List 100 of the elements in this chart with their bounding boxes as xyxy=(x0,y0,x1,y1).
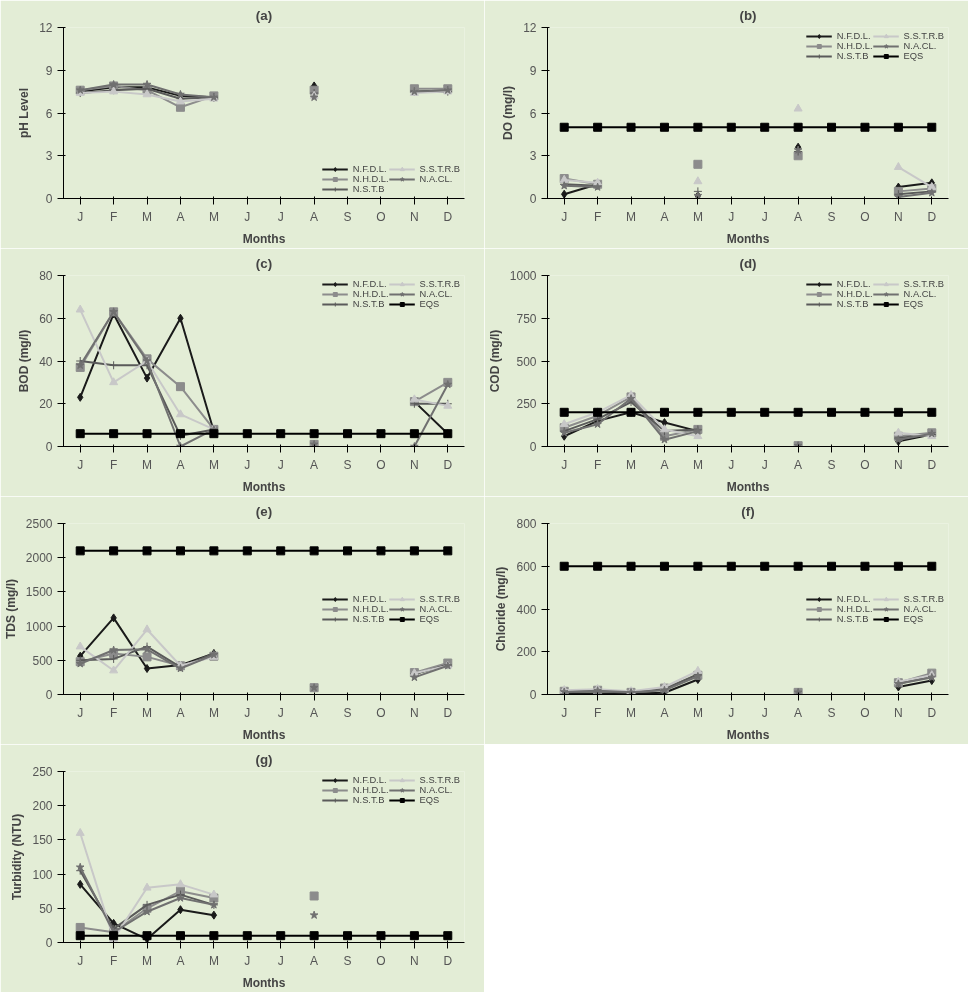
x-tick-label: J xyxy=(244,953,251,968)
x-tick-label: O xyxy=(860,705,870,720)
y-tick-label: 250 xyxy=(516,397,537,412)
x-tick-label: O xyxy=(860,457,870,472)
x-tick-label: N xyxy=(410,209,419,224)
legend-label: EQS xyxy=(903,51,924,61)
x-tick-label: O xyxy=(860,209,870,224)
legend-label: S.S.T.R.B xyxy=(903,279,944,289)
y-axis-title: TDS (mg/l) xyxy=(3,579,18,639)
legend-label: N.H.D.L. xyxy=(352,174,389,184)
x-tick-label: M xyxy=(626,705,637,720)
legend-label: N.H.D.L. xyxy=(352,289,389,299)
x-tick-label: M xyxy=(626,457,637,472)
legend-label: N.S.T.B xyxy=(352,795,385,805)
y-tick-label: 3 xyxy=(529,149,537,164)
y-tick-label: 1000 xyxy=(25,619,53,634)
x-tick-label: F xyxy=(109,209,118,224)
legend-label: EQS xyxy=(419,795,440,805)
x-tick-label: J xyxy=(728,457,735,472)
legend-label: N.F.D.L. xyxy=(836,279,871,289)
y-tick-label: 750 xyxy=(516,311,537,326)
legend-label: N.A.CL. xyxy=(419,174,453,184)
y-tick-label: 9 xyxy=(529,63,537,78)
y-tick-label: 600 xyxy=(516,559,537,574)
x-tick-label: S xyxy=(827,705,836,720)
x-tick-label: N xyxy=(410,953,419,968)
legend-label: N.A.CL. xyxy=(419,603,453,614)
x-tick-label: J xyxy=(77,953,84,968)
x-tick-label: J xyxy=(761,457,768,472)
x-axis-title: Months xyxy=(242,479,286,494)
x-tick-label: S xyxy=(343,953,352,968)
legend-label: N.A.CL. xyxy=(903,603,937,614)
x-tick-label: A xyxy=(176,209,185,224)
y-tick-label: 0 xyxy=(529,192,537,206)
y-tick-label: 40 xyxy=(39,354,53,369)
x-tick-label: J xyxy=(561,457,568,472)
y-tick-label: 2500 xyxy=(25,517,53,531)
legend-label: EQS xyxy=(419,299,440,309)
x-tick-label: M xyxy=(208,953,219,968)
x-tick-label: O xyxy=(376,953,386,968)
chart-title: (b) xyxy=(739,7,757,23)
y-tick-label: 500 xyxy=(516,354,537,369)
y-tick-label: 0 xyxy=(45,440,53,454)
y-tick-label: 3 xyxy=(45,149,53,164)
y-tick-label: 6 xyxy=(45,106,53,121)
y-axis-title: COD (mg/l) xyxy=(487,329,502,393)
x-tick-label: A xyxy=(794,457,803,472)
y-tick-label: 0 xyxy=(45,688,53,702)
x-tick-label: F xyxy=(109,457,118,472)
x-tick-label: J xyxy=(244,209,251,224)
y-tick-label: 12 xyxy=(523,21,537,35)
x-tick-label: S xyxy=(827,209,836,224)
y-tick-label: 0 xyxy=(45,936,53,950)
x-tick-label: J xyxy=(561,705,568,720)
x-tick-label: J xyxy=(761,209,768,224)
legend-label: EQS xyxy=(903,613,924,624)
x-tick-label: J xyxy=(77,209,84,224)
x-tick-label: J xyxy=(277,457,284,472)
y-axis-title: BOD (mg/l) xyxy=(17,329,32,393)
x-tick-label: A xyxy=(176,457,185,472)
y-axis-title: Turbidity (NTU) xyxy=(10,813,25,901)
legend-label: N.F.D.L. xyxy=(352,164,387,174)
legend-label: S.S.T.R.B xyxy=(903,31,944,41)
x-tick-label: A xyxy=(310,705,319,720)
y-tick-label: 800 xyxy=(516,517,537,531)
legend-label: N.H.D.L. xyxy=(836,603,873,614)
x-tick-label: A xyxy=(310,209,319,224)
x-tick-label: A xyxy=(794,705,803,720)
y-axis-title: pH Level xyxy=(17,87,32,139)
y-tick-label: 0 xyxy=(45,192,53,206)
x-tick-label: A xyxy=(310,953,319,968)
chart-title: (d) xyxy=(739,255,757,271)
x-tick-label: N xyxy=(894,705,903,720)
x-tick-label: M xyxy=(142,953,153,968)
legend-label: N.F.D.L. xyxy=(836,31,871,41)
x-tick-label: D xyxy=(443,953,453,968)
x-tick-label: F xyxy=(109,705,118,720)
legend-label: S.S.T.R.B xyxy=(419,775,460,785)
x-tick-label: M xyxy=(626,209,637,224)
legend-label: N.H.D.L. xyxy=(352,785,389,795)
x-tick-label: M xyxy=(692,209,703,224)
x-tick-label: A xyxy=(660,705,669,720)
legend-label: N.F.D.L. xyxy=(836,593,871,604)
y-tick-label: 50 xyxy=(39,901,53,916)
chart-title: (c) xyxy=(255,255,273,271)
x-tick-label: N xyxy=(894,209,903,224)
x-tick-label: A xyxy=(660,209,669,224)
x-tick-label: M xyxy=(208,705,219,720)
y-tick-label: 400 xyxy=(516,602,537,617)
x-tick-label: S xyxy=(827,457,836,472)
x-tick-label: A xyxy=(310,457,319,472)
x-tick-label: A xyxy=(794,209,803,224)
x-tick-label: F xyxy=(593,705,602,720)
x-tick-label: D xyxy=(927,457,937,472)
chart-title: (a) xyxy=(255,7,273,23)
y-tick-label: 0 xyxy=(529,688,537,702)
legend-label: N.S.T.B xyxy=(352,613,385,624)
x-tick-label: S xyxy=(343,209,352,224)
legend-label: S.S.T.R.B xyxy=(419,164,460,174)
x-tick-label: J xyxy=(561,209,568,224)
